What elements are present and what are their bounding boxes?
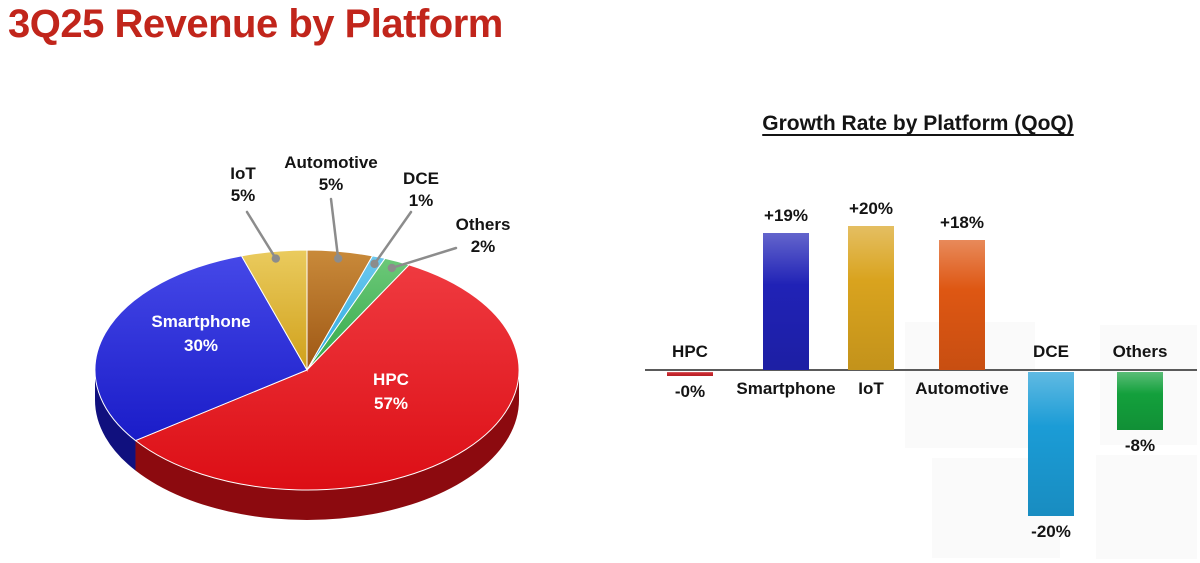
pie-slice-iot [240,249,308,372]
pie-label-hpc-name: HPC [373,370,409,389]
bar-category-iot: IoT [858,379,884,398]
bar-category-smartphone: Smartphone [736,379,836,398]
bar-dce [1028,372,1074,516]
pie-label-iot-name: IoT [230,164,256,183]
pie-label-iot-value: 5% [230,185,256,205]
bar-automotive [939,240,985,370]
callout-dot-automotive [333,254,343,263]
bar-others [1117,372,1163,430]
bar-value-iot: +20% [849,199,893,218]
bar-value-others: -8% [1124,435,1156,455]
bar-value-dce: -20% [1031,522,1071,541]
pie-label-others-value: 2% [470,236,496,256]
bar-category-automotive: Automotive [915,379,1009,398]
pie-label-automotive-value: 5% [318,174,344,194]
bar-chart-title: Growth Rate by Platform (QoQ) [762,112,1074,135]
bar-value-hpc: -0% [674,381,706,401]
pie-label-automotive: Automotive 5% [284,152,378,196]
pie-label-iot: IoT 5% [230,163,256,207]
bar-value-smartphone: +19% [764,206,808,226]
pie-label-automotive-name: Automotive [284,153,378,172]
pie-side-smartphone [95,370,136,471]
pie-slice-hpc [134,264,520,491]
bar-iot [848,226,894,370]
bar-category-others: Others [1112,342,1168,361]
pie-label-smartphone-value: 30% [183,335,219,355]
bar-chart-zero-axis [645,369,1197,371]
pie-label-others-name: Others [455,215,511,234]
pie-label-others: Others 2% [456,214,511,258]
callout-line-automotive [329,197,340,260]
pie-label-dce: DCE 1% [403,168,439,212]
callout-line-iot [245,210,278,260]
callout-line-dce [373,210,413,266]
bar-category-dce: DCE [1033,342,1069,361]
page-title: 3Q25 Revenue by Platform [8,2,503,46]
pie-label-hpc: HPC 57% [373,368,409,416]
callout-dot-others [387,263,397,273]
bar-value-automotive: +18% [940,213,984,233]
callout-dot-dce [370,259,379,269]
pie-slice-smartphone [94,255,308,442]
bar-smartphone [763,233,809,370]
bar-hpc [667,372,713,376]
background-artifact [1096,455,1197,559]
pie-label-smartphone: Smartphone 30% [151,310,250,358]
callout-line-others [390,246,458,270]
pie-label-hpc-value: 57% [373,393,409,413]
callout-dot-iot [271,254,281,263]
bar-category-hpc: HPC [672,342,708,361]
pie-label-dce-value: 1% [408,190,434,210]
pie-label-dce-name: DCE [403,169,439,188]
pie-label-smartphone-name: Smartphone [151,312,251,331]
